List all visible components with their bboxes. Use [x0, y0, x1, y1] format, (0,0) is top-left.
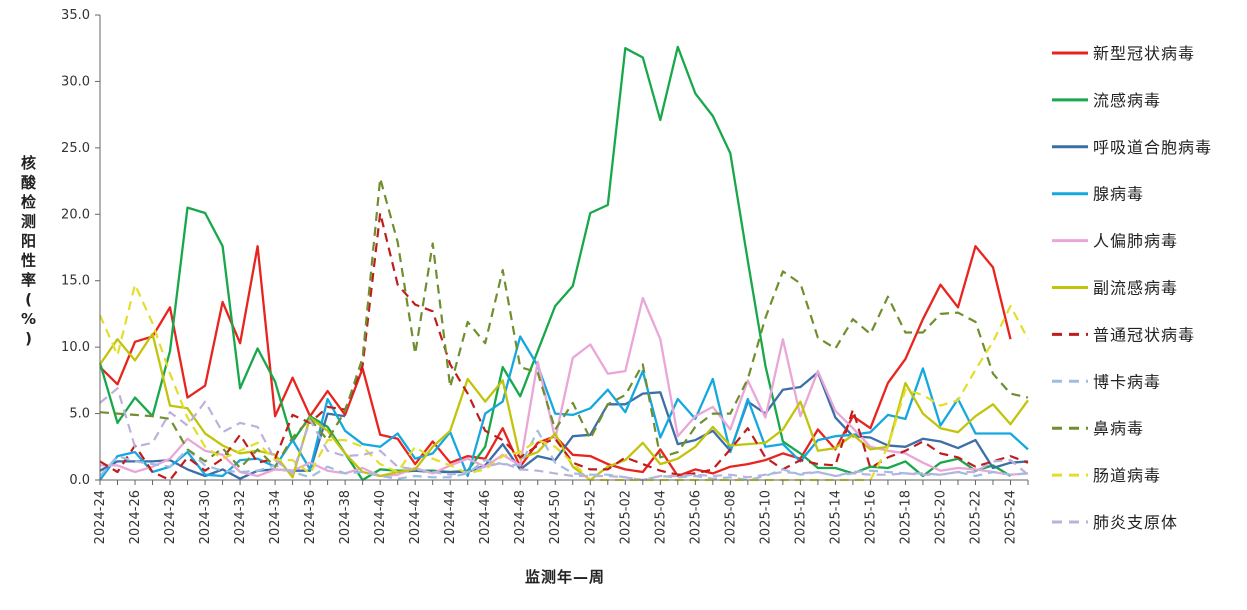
y-tick-label: 10.0 — [61, 340, 90, 355]
series-line-7 — [99, 429, 1029, 482]
x-tick-label: 2024-32 — [233, 490, 248, 544]
x-tick-label: 2025-08 — [723, 490, 738, 544]
x-tick-label: 2025-14 — [828, 490, 843, 544]
y-tick-label: 5.0 — [69, 407, 90, 422]
legend-label-2: 呼吸道合胞病毒 — [1093, 138, 1212, 157]
x-tick-label: 2025-02 — [618, 490, 633, 544]
x-tick-label: 2025-06 — [688, 490, 703, 544]
legend-label-0: 新型冠状病毒 — [1093, 44, 1195, 63]
y-tick-label: 15.0 — [61, 274, 90, 289]
legend-label-5: 副流感病毒 — [1093, 279, 1178, 298]
y-tick-label: 20.0 — [61, 207, 90, 222]
x-tick-label: 2024-40 — [373, 490, 388, 544]
x-tick-label: 2025-04 — [653, 490, 668, 544]
legend-label-10: 肺炎支原体 — [1093, 513, 1178, 532]
series-line-8 — [99, 177, 1029, 470]
x-tick-label: 2025-20 — [933, 490, 948, 544]
series-line-4 — [100, 296, 1029, 478]
series-line-10 — [99, 387, 1029, 482]
y-tick-label: 25.0 — [61, 141, 90, 156]
x-tick-label: 2024-36 — [303, 490, 318, 544]
x-tick-label: 2025-22 — [968, 490, 983, 544]
x-tick-label: 2024-46 — [478, 490, 493, 544]
y-tick-label: 35.0 — [61, 8, 90, 23]
legend-label-9: 肠道病毒 — [1093, 466, 1161, 485]
series-line-3 — [99, 335, 1029, 481]
legend-label-3: 腺病毒 — [1093, 185, 1144, 204]
legend-label-1: 流感病毒 — [1093, 91, 1161, 110]
legend: 新型冠状病毒流感病毒呼吸道合胞病毒腺病毒人偏肺病毒副流感病毒普通冠状病毒博卡病毒… — [1052, 44, 1212, 532]
legend-label-4: 人偏肺病毒 — [1093, 232, 1178, 251]
x-tick-label: 2025-12 — [793, 490, 808, 544]
x-tick-label: 2025-24 — [1003, 490, 1018, 544]
x-tick-label: 2024-24 — [93, 490, 108, 544]
series-line-9 — [98, 283, 1029, 482]
x-tick-label: 2024-34 — [268, 490, 283, 544]
legend-label-8: 鼻病毒 — [1093, 419, 1144, 438]
x-tick-label: 2024-38 — [338, 490, 353, 544]
legend-label-6: 普通冠状病毒 — [1093, 325, 1195, 344]
plot-area — [98, 45, 1029, 482]
x-axis-title: 监测年—周 — [525, 568, 605, 586]
x-tick-label: 2024-44 — [443, 490, 458, 544]
x-tick-label: 2024-52 — [583, 490, 598, 544]
x-tick-label: 2024-30 — [198, 490, 213, 544]
x-tick-label: 2024-50 — [548, 490, 563, 544]
x-tick-label: 2024-26 — [128, 490, 143, 544]
y-axis: 0.0 5.0 10.0 15.0 20.0 25.0 30.0 35.0 — [61, 8, 101, 488]
y-axis-title: 核酸检测阳性率(%) — [21, 154, 37, 348]
x-tick-label: 2024-42 — [408, 490, 423, 544]
x-tick-label: 2024-48 — [513, 490, 528, 544]
y-tick-label: 30.0 — [61, 74, 90, 89]
x-tick-label: 2025-10 — [758, 490, 773, 544]
legend-label-7: 博卡病毒 — [1093, 372, 1161, 391]
x-tick-label: 2025-16 — [863, 490, 878, 544]
series-line-6 — [99, 211, 1029, 482]
y-tick-label: 0.0 — [69, 473, 90, 488]
x-axis: 2024-24 2024-26 2024-28 2024-30 2024-32 2024-… — [93, 479, 1029, 544]
series-line-1 — [98, 45, 1012, 482]
x-tick-label: 2024-28 — [163, 490, 178, 544]
x-tick-label: 2025-18 — [898, 490, 913, 544]
